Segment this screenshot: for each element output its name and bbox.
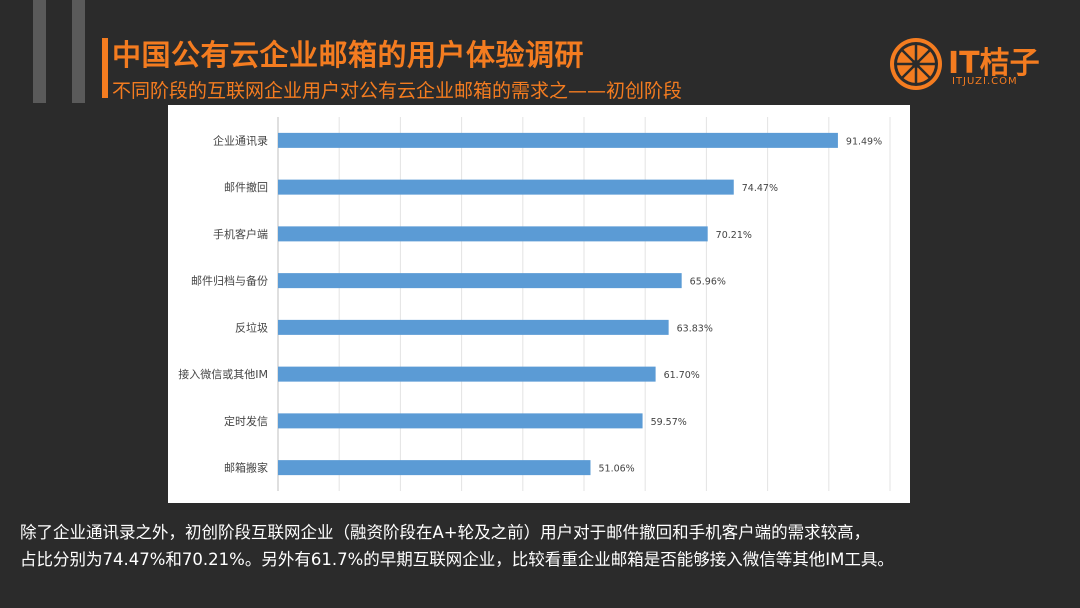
category-label: 接入微信或其他IM: [178, 367, 268, 381]
logo-text: IT桔子: [948, 46, 1040, 81]
data-label: 91.49%: [846, 136, 882, 147]
bar: [278, 319, 669, 335]
category-label: 邮件归档与备份: [191, 274, 268, 288]
gridlines: [338, 117, 891, 491]
title-accent-bar: [102, 38, 108, 98]
chart-panel: 企业通讯录邮件撤回手机客户端邮件归档与备份反垃圾接入微信或其他IM 定时发信邮箱搬…: [168, 105, 910, 503]
data-label: 63.83%: [677, 323, 713, 334]
data-label: 70.21%: [716, 230, 752, 241]
logo-domain: ITJUZI.COM: [952, 76, 1018, 87]
data-label: 59.57%: [651, 417, 687, 428]
data-labels: 91.49% 74.47% 70.21% 65.96% 63.83% 61.70% 59.5…: [598, 136, 882, 474]
summary-line-1: 除了企业通讯录之外，初创阶段互联网企业（融资阶段在A+轮及之前）用户对于邮件撤回…: [20, 523, 871, 542]
category-label: 邮箱搬家: [224, 461, 268, 475]
bar: [278, 413, 643, 429]
bar: [278, 273, 682, 289]
brand-logo: IT桔子 ITJUZI.COM: [888, 36, 1058, 92]
category-label: 反垃圾: [235, 320, 268, 334]
bar: [278, 366, 656, 382]
bars: [278, 132, 838, 476]
category-label: 邮件撤回: [224, 180, 268, 194]
summary-text: 除了企业通讯录之外，初创阶段互联网企业（融资阶段在A+轮及之前）用户对于邮件撤回…: [20, 519, 1070, 573]
bar: [278, 179, 734, 195]
data-label: 74.47%: [742, 183, 778, 194]
data-label: 51.06%: [598, 464, 634, 475]
decorative-bar-left: [33, 0, 46, 103]
orange-slice-icon: [890, 38, 942, 90]
summary-line-2: 占比分别为74.47%和70.21%。另外有61.7%的早期互联网企业，比较看重…: [20, 550, 894, 569]
category-label: 手机客户端: [213, 227, 268, 241]
decorative-bar-right: [72, 0, 85, 103]
page-title: 中国公有云企业邮箱的用户体验调研: [112, 38, 585, 72]
category-label: 企业通讯录: [213, 133, 268, 147]
page-subtitle: 不同阶段的互联网企业用户对公有云企业邮箱的需求之——初创阶段: [112, 80, 683, 102]
bar: [278, 226, 708, 242]
bar: [278, 460, 591, 476]
category-label: 定时发信: [224, 414, 268, 428]
data-label: 65.96%: [690, 277, 726, 288]
bar: [278, 132, 838, 148]
data-label: 61.70%: [664, 370, 700, 381]
